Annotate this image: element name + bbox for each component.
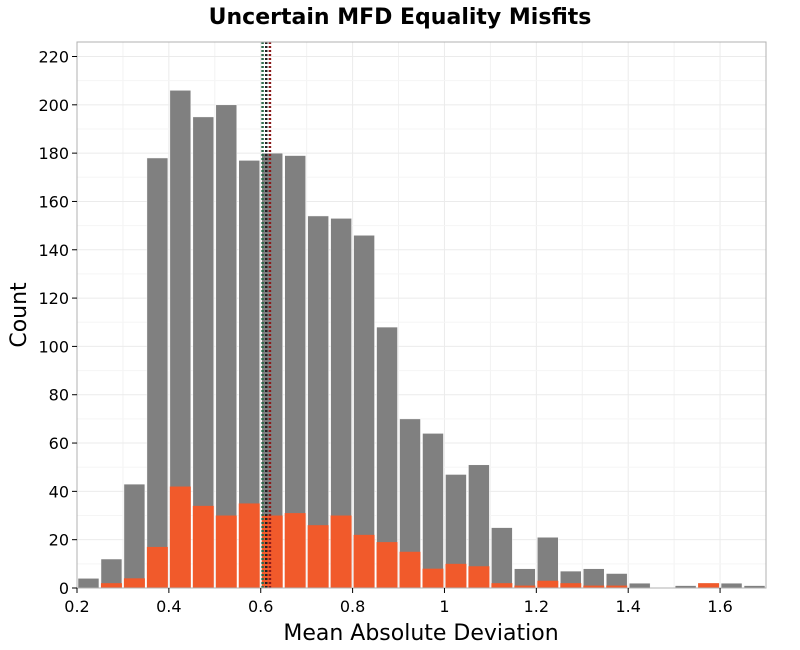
x-tick-label: 0.4 xyxy=(156,597,181,616)
bar-highlight xyxy=(330,515,352,588)
y-tick-label: 20 xyxy=(49,531,69,550)
x-tick-label: 0.8 xyxy=(340,597,365,616)
bar-highlight xyxy=(583,585,605,588)
x-tick-label: 0.6 xyxy=(248,597,273,616)
bar-total xyxy=(720,582,743,589)
grid-lines xyxy=(76,42,767,589)
bar-highlight xyxy=(468,566,490,588)
bar-highlight xyxy=(192,505,214,588)
x-tick-label: 1.6 xyxy=(707,597,732,616)
bar-highlight xyxy=(215,515,237,588)
x-tick-label: 1 xyxy=(439,597,449,616)
x-tick-label: 1.2 xyxy=(524,597,549,616)
bar-highlight xyxy=(445,563,467,588)
bar-total xyxy=(77,578,100,589)
y-tick-label: 40 xyxy=(49,482,69,501)
bar-highlight xyxy=(284,513,306,588)
plot-area xyxy=(77,42,766,588)
y-tick-label: 220 xyxy=(38,47,69,66)
bar-highlight xyxy=(353,534,375,588)
y-tick-label: 60 xyxy=(49,434,69,453)
bar-total xyxy=(514,568,536,589)
bar-total xyxy=(422,433,444,589)
bar-highlight xyxy=(169,486,191,588)
bar-highlight xyxy=(491,583,513,588)
bar-highlight xyxy=(307,525,329,588)
y-axis-label: Count xyxy=(7,282,32,348)
bar-total xyxy=(583,568,605,589)
bar-highlight xyxy=(399,551,421,588)
bar-series xyxy=(77,90,766,589)
bar-highlight xyxy=(422,568,444,588)
bar-highlight xyxy=(698,583,720,588)
x-axis-ticks: 0.2 0.4 0.6 0.8 1 1.2 1.4 1.6 xyxy=(64,588,733,616)
bar-highlight xyxy=(123,578,145,588)
bar-highlight xyxy=(560,583,582,588)
bar-total xyxy=(123,483,146,589)
y-tick-label: 120 xyxy=(38,289,69,308)
x-tick-label: 0.2 xyxy=(64,597,89,616)
bar-highlight xyxy=(514,585,536,588)
bar-highlight xyxy=(261,515,283,588)
bar-highlight xyxy=(238,503,260,588)
y-tick-label: 80 xyxy=(49,386,69,405)
x-tick-label: 1.4 xyxy=(615,597,640,616)
y-tick-label: 0 xyxy=(59,579,69,598)
bar-highlight xyxy=(146,546,168,588)
y-tick-label: 160 xyxy=(38,192,69,211)
plot-frame xyxy=(76,41,767,589)
bar-highlight xyxy=(376,542,398,588)
bar-total xyxy=(537,537,559,589)
y-tick-label: 140 xyxy=(38,241,69,260)
chart-title: Uncertain MFD Equality Misfits xyxy=(209,5,592,30)
y-tick-label: 180 xyxy=(38,144,69,163)
bar-total xyxy=(628,582,651,589)
x-axis-label: Mean Absolute Deviation xyxy=(283,621,558,646)
y-axis-ticks: 0 20 40 60 80 100 120 140 160 180 200 220 xyxy=(38,47,77,598)
y-tick-label: 100 xyxy=(38,337,69,356)
reference-lines xyxy=(261,42,272,588)
y-tick-label: 200 xyxy=(38,96,69,115)
bar-total xyxy=(491,527,513,589)
bar-highlight xyxy=(537,580,559,588)
bar-highlight xyxy=(606,585,628,588)
bar-highlight xyxy=(100,583,122,588)
bar-total xyxy=(146,157,169,589)
